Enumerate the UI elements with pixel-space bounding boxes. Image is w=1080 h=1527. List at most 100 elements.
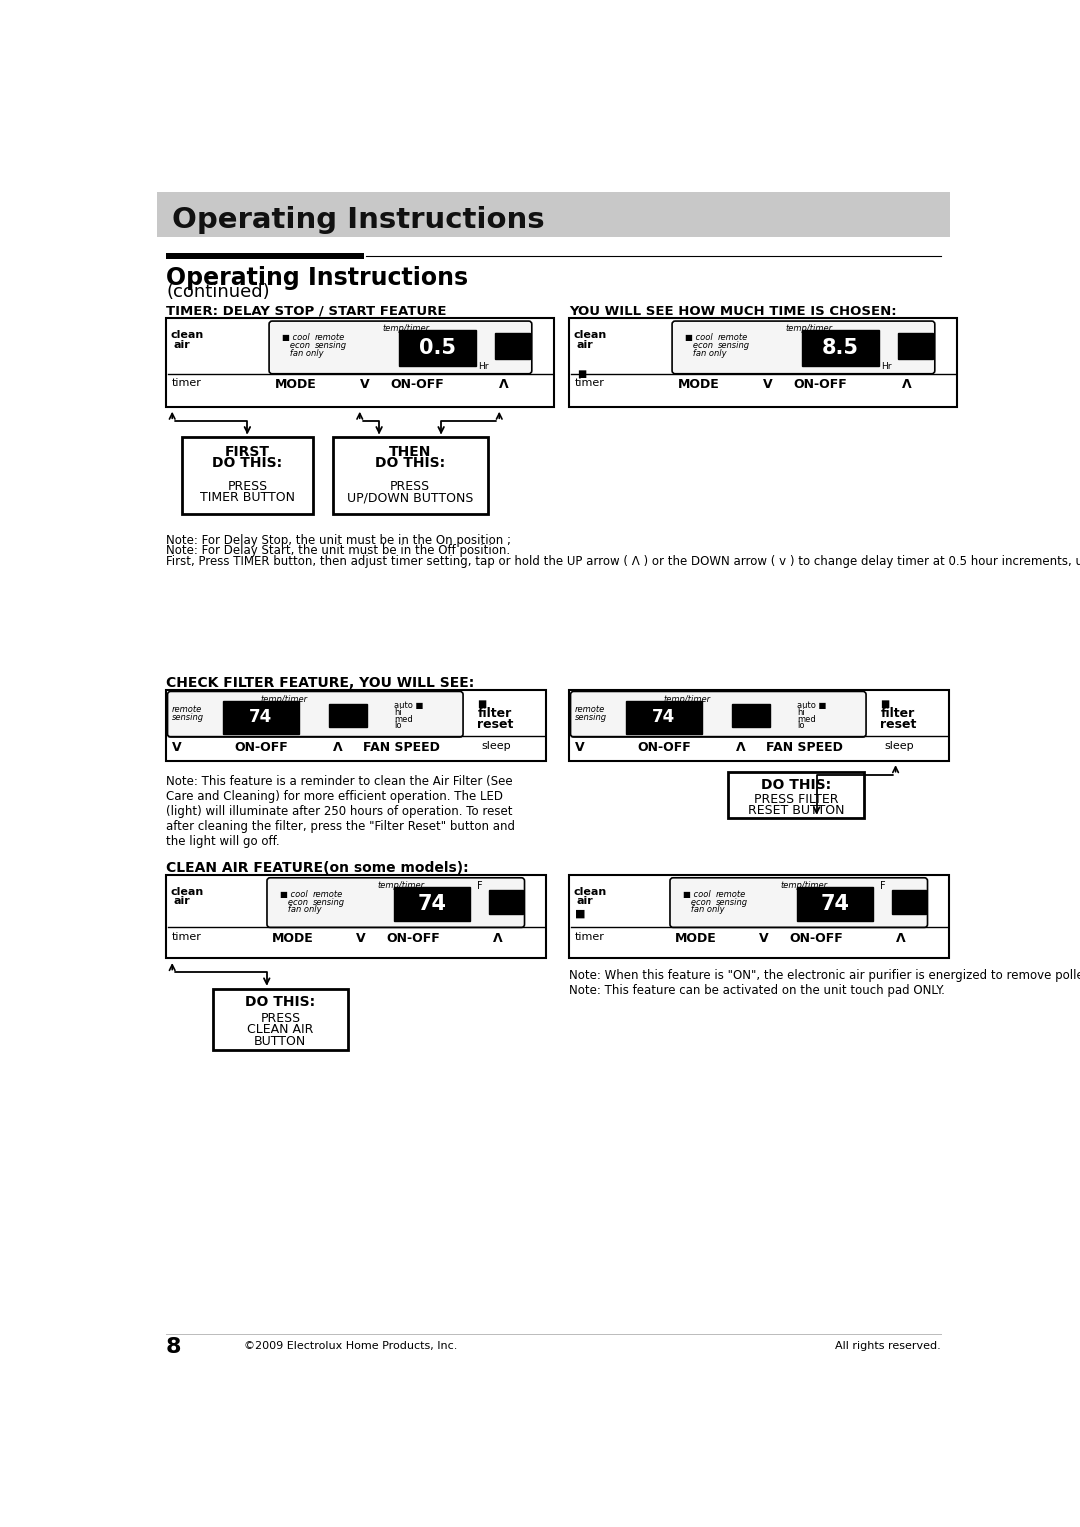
FancyBboxPatch shape — [167, 692, 463, 738]
Bar — [729, 771, 864, 818]
Text: hi: hi — [394, 707, 402, 716]
Text: PRESS: PRESS — [260, 1012, 300, 1025]
Text: (continued): (continued) — [166, 284, 270, 301]
Text: V: V — [759, 931, 769, 945]
Text: med: med — [797, 715, 815, 724]
Text: V: V — [762, 379, 772, 391]
FancyBboxPatch shape — [570, 692, 866, 738]
Bar — [899, 333, 933, 359]
Text: Hr: Hr — [881, 362, 892, 371]
Text: clean: clean — [573, 330, 607, 341]
FancyBboxPatch shape — [672, 321, 935, 374]
Text: sensing: sensing — [715, 898, 747, 907]
Text: 74: 74 — [417, 893, 446, 913]
Text: F: F — [694, 704, 700, 713]
Text: fan only: fan only — [282, 348, 324, 357]
Text: Λ: Λ — [492, 931, 502, 945]
Text: V: V — [356, 931, 365, 945]
Text: FAN SPEED: FAN SPEED — [364, 741, 441, 753]
Text: clean: clean — [171, 887, 204, 896]
Text: ON-OFF: ON-OFF — [637, 741, 691, 753]
Text: temp/timer: temp/timer — [664, 695, 711, 704]
Bar — [797, 887, 873, 921]
Text: ■ cool: ■ cool — [685, 333, 713, 342]
Text: DO THIS:: DO THIS: — [375, 457, 445, 470]
Text: MODE: MODE — [272, 931, 314, 945]
Text: remote: remote — [718, 333, 748, 342]
Text: ■ cool: ■ cool — [282, 333, 310, 342]
Text: Λ: Λ — [895, 931, 905, 945]
Text: Note: When this feature is "ON", the electronic air purifier is energized to rem: Note: When this feature is "ON", the ele… — [569, 968, 1080, 997]
Text: lo: lo — [394, 721, 402, 730]
Text: V: V — [360, 379, 369, 391]
Bar — [166, 318, 554, 406]
Text: CLEAN AIR: CLEAN AIR — [247, 1023, 313, 1037]
Text: V: V — [576, 741, 585, 753]
Text: sensing: sensing — [312, 898, 345, 907]
Text: First, Press TIMER button, then adjust timer setting, tap or hold the UP arrow (: First, Press TIMER button, then adjust t… — [166, 556, 1080, 568]
Text: reset: reset — [880, 718, 917, 730]
Text: sensing: sensing — [172, 713, 204, 722]
Bar — [394, 887, 470, 921]
Text: clean: clean — [171, 330, 204, 341]
Text: RESET BUTTON: RESET BUTTON — [748, 803, 845, 817]
Text: PRESS: PRESS — [390, 479, 430, 493]
Text: ■ cool: ■ cool — [683, 890, 711, 899]
Text: econ: econ — [685, 341, 713, 350]
Text: MODE: MODE — [274, 379, 316, 391]
Text: FAN SPEED: FAN SPEED — [767, 741, 843, 753]
Text: 74: 74 — [652, 709, 676, 727]
Text: F: F — [477, 881, 483, 890]
Bar — [157, 192, 950, 237]
Text: F: F — [292, 704, 297, 713]
Text: FIRST: FIRST — [225, 444, 270, 460]
Text: DO THIS:: DO THIS: — [761, 777, 832, 791]
Text: timer: timer — [172, 379, 202, 388]
Text: TIMER BUTTON: TIMER BUTTON — [200, 492, 295, 504]
Text: auto ■: auto ■ — [394, 701, 423, 710]
Text: ON-OFF: ON-OFF — [789, 931, 843, 945]
Text: 8: 8 — [166, 1338, 181, 1358]
Text: THEN: THEN — [389, 444, 431, 460]
Text: fan only: fan only — [685, 348, 727, 357]
Text: ON-OFF: ON-OFF — [794, 379, 848, 391]
Bar — [181, 437, 313, 515]
Text: Λ: Λ — [902, 379, 912, 391]
Text: F: F — [880, 881, 886, 890]
Text: temp/timer: temp/timer — [785, 324, 833, 333]
Text: Λ: Λ — [737, 741, 745, 753]
Bar — [333, 437, 488, 515]
Text: Λ: Λ — [333, 741, 342, 753]
Text: sleep: sleep — [885, 741, 914, 751]
Bar — [222, 701, 299, 734]
Text: Note: For Delay Start, the unit must be in the Off position.: Note: For Delay Start, the unit must be … — [166, 544, 510, 557]
Text: timer: timer — [576, 379, 605, 388]
Text: lo: lo — [797, 721, 805, 730]
Text: remote: remote — [314, 333, 345, 342]
Text: econ: econ — [683, 898, 711, 907]
Bar — [626, 701, 702, 734]
Text: med: med — [394, 715, 413, 724]
Text: ■: ■ — [477, 699, 487, 709]
Text: air: air — [577, 896, 594, 906]
Text: MODE: MODE — [677, 379, 719, 391]
Text: fan only: fan only — [683, 906, 725, 915]
Text: air: air — [174, 339, 190, 350]
Bar — [892, 890, 926, 915]
Bar — [166, 252, 364, 260]
Bar — [166, 875, 545, 957]
Text: 8.5: 8.5 — [822, 337, 859, 359]
FancyBboxPatch shape — [670, 878, 928, 927]
Text: filter: filter — [477, 707, 512, 719]
Text: YOU WILL SEE HOW MUCH TIME IS CHOSEN:: YOU WILL SEE HOW MUCH TIME IS CHOSEN: — [569, 305, 896, 318]
Text: All rights reserved.: All rights reserved. — [835, 1341, 941, 1350]
Text: fan only: fan only — [280, 906, 322, 915]
Bar — [569, 875, 948, 957]
Text: PRESS FILTER: PRESS FILTER — [754, 793, 838, 806]
Text: V: V — [172, 741, 181, 753]
Text: MODE: MODE — [675, 931, 717, 945]
Bar — [399, 330, 476, 366]
Text: temp/timer: temp/timer — [382, 324, 430, 333]
Text: DO THIS:: DO THIS: — [213, 457, 283, 470]
Text: TIMER: DELAY STOP / START FEATURE: TIMER: DELAY STOP / START FEATURE — [166, 305, 446, 318]
